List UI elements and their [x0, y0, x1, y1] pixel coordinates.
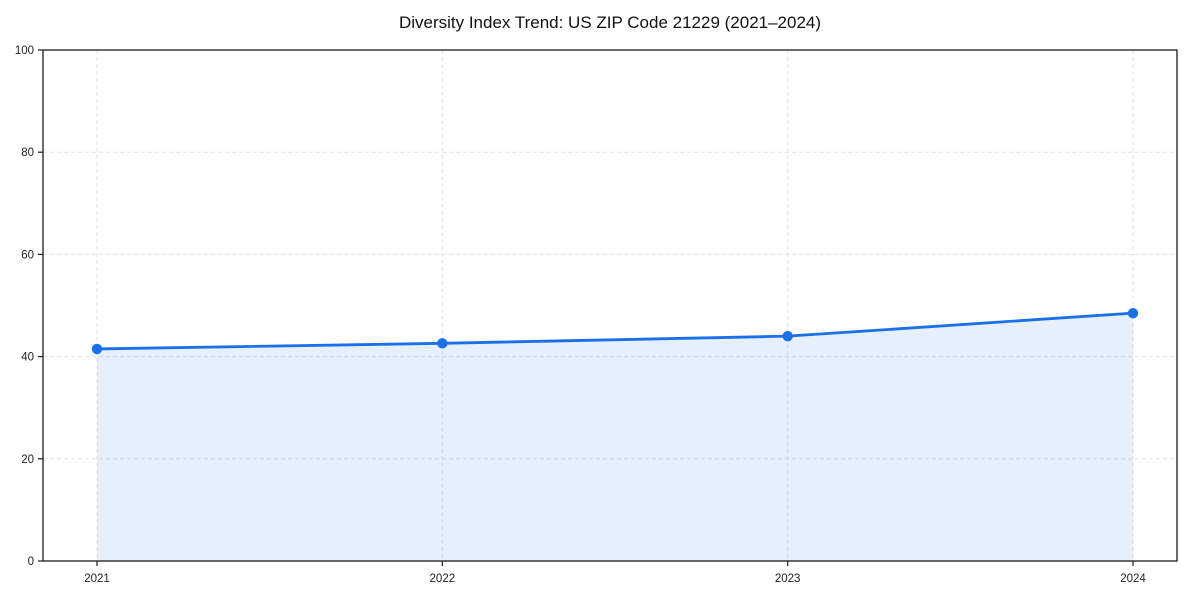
data-point: [91, 343, 103, 355]
data-point: [1127, 307, 1139, 319]
y-axis-tick-label: 100: [15, 45, 34, 57]
y-axis-tick-label: 0: [28, 556, 34, 568]
y-axis-tick-label: 80: [21, 147, 34, 159]
y-axis-tick-label: 20: [21, 454, 34, 466]
x-axis-tick-label: 2022: [430, 573, 456, 585]
data-point: [782, 330, 793, 342]
x-axis-tick-label: 2021: [84, 573, 110, 585]
data-point: [437, 338, 448, 349]
y-axis-tick-label: 40: [21, 352, 34, 364]
y-axis-tick-label: 60: [21, 249, 34, 261]
chart-title: Diversity Index Trend: US ZIP Code 21229…: [398, 13, 822, 32]
trend-line: [95, 311, 1135, 351]
x-axis-tick-label: 2024: [1120, 573, 1146, 585]
area-fill: [97, 313, 1133, 561]
plot-border: [42, 49, 1178, 562]
x-axis-tick-label: 2023: [775, 573, 801, 585]
